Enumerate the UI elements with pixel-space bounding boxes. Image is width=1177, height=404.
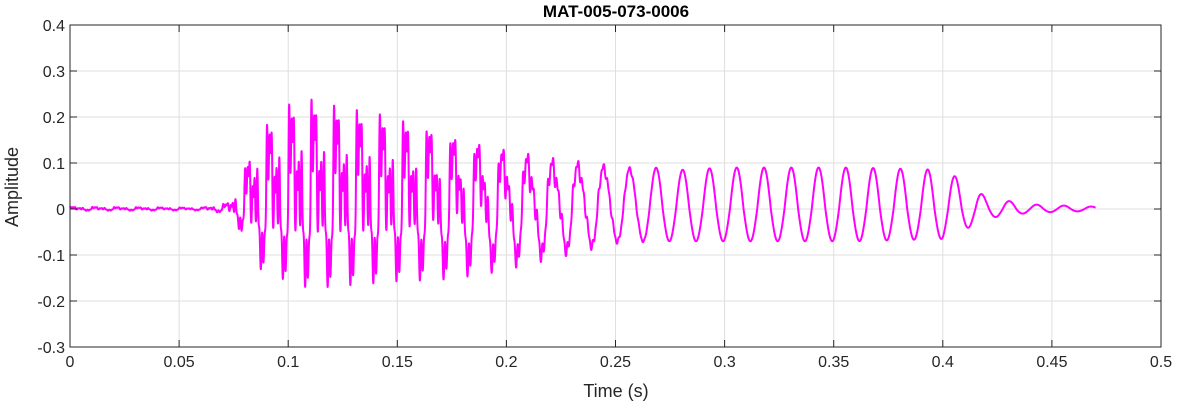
chart-title: MAT-005-073-0006 <box>543 2 689 21</box>
y-axis-label: Amplitude <box>2 147 22 227</box>
x-tick-label: 0.45 <box>1036 354 1067 371</box>
y-tick-label: 0 <box>56 202 65 219</box>
grid <box>69 24 1162 348</box>
x-tick-label: 0.4 <box>932 354 954 371</box>
y-ticks: -0.3 -0.2 -0.1 0 0.1 0.2 0.3 0.4 <box>37 18 1161 357</box>
y-tick-label: 0.3 <box>43 64 65 81</box>
y-tick-label: -0.3 <box>37 340 65 357</box>
x-tick-label: 0.1 <box>277 354 299 371</box>
y-tick-label: -0.2 <box>37 294 65 311</box>
x-tick-label: 0.5 <box>1150 354 1172 371</box>
series-layer <box>69 98 1097 288</box>
y-tick-label: 0.4 <box>43 18 65 35</box>
y-tick-label: 0.2 <box>43 110 65 127</box>
x-tick-label: 0.25 <box>600 354 631 371</box>
y-tick-label: -0.1 <box>37 248 65 265</box>
waveform-trace <box>69 98 1097 288</box>
x-ticks: 0 0.05 0.1 0.15 0.2 0.25 0.3 0.35 0.4 0.45 0.5 <box>66 25 1172 371</box>
y-tick-label: 0.1 <box>43 156 65 173</box>
x-tick-label: 0.2 <box>495 354 517 371</box>
x-tick-label: 0.3 <box>713 354 735 371</box>
x-tick-label: 0.05 <box>164 354 195 371</box>
x-tick-label: 0 <box>66 354 75 371</box>
x-tick-label: 0.35 <box>818 354 849 371</box>
x-axis-label: Time (s) <box>583 381 648 401</box>
x-tick-label: 0.15 <box>382 354 413 371</box>
